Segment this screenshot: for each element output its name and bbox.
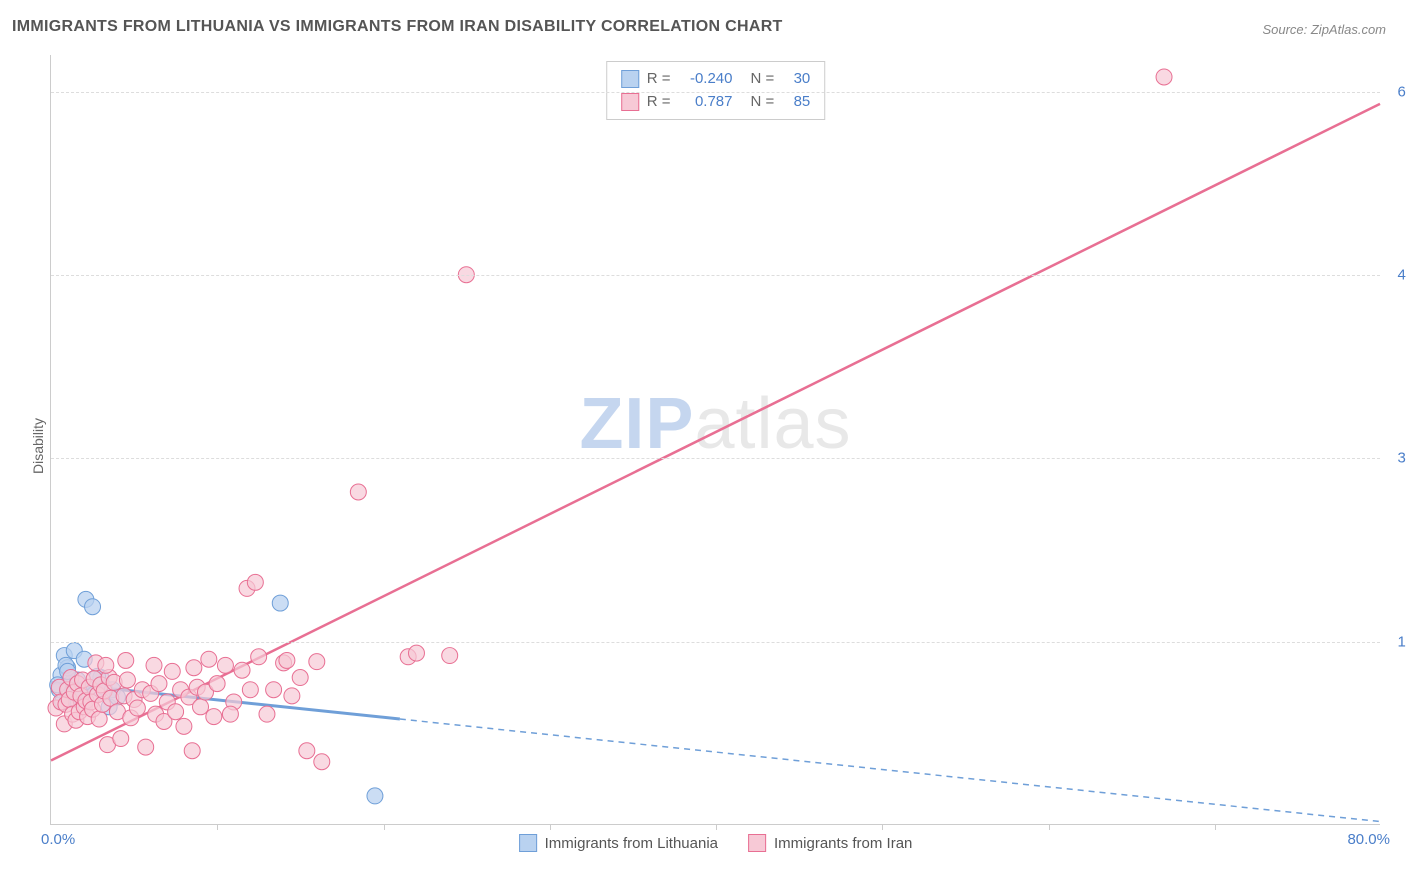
legend-stat-row: R = -0.240 N = 30 (621, 68, 811, 91)
legend-stat-row: R = 0.787 N = 85 (621, 91, 811, 114)
data-point (242, 682, 258, 698)
gridline (51, 275, 1380, 276)
xtick-mark (550, 824, 551, 830)
n-value: 85 (782, 91, 810, 114)
legend-swatch (621, 93, 639, 111)
ytick-label: 60.0% (1397, 83, 1406, 100)
chart-title: IMMIGRANTS FROM LITHUANIA VS IMMIGRANTS … (12, 18, 783, 36)
n-label: N = (751, 68, 775, 91)
data-point (118, 652, 134, 668)
data-point (442, 648, 458, 664)
xtick-start: 0.0% (41, 831, 75, 848)
source-attribution: Source: ZipAtlas.com (1262, 22, 1386, 37)
y-axis-label: Disability (30, 418, 46, 474)
legend-swatch (621, 70, 639, 88)
data-point (299, 743, 315, 759)
legend-swatch (748, 834, 766, 852)
n-value: 30 (782, 68, 810, 91)
data-point (292, 670, 308, 686)
data-point (222, 706, 238, 722)
gridline (51, 642, 1380, 643)
data-point (184, 743, 200, 759)
data-point (119, 672, 135, 688)
data-point (209, 676, 225, 692)
data-point (193, 699, 209, 715)
gridline (51, 458, 1380, 459)
data-point (314, 754, 330, 770)
legend-series: Immigrants from Lithuania Immigrants from… (519, 834, 913, 852)
r-value: -0.240 (679, 68, 733, 91)
ytick-label: 30.0% (1397, 450, 1406, 467)
trend-line (51, 104, 1380, 761)
chart-svg (51, 55, 1380, 824)
data-point (129, 700, 145, 716)
data-point (284, 688, 300, 704)
ytick-label: 45.0% (1397, 267, 1406, 284)
data-point (247, 574, 263, 590)
r-value: 0.787 (679, 91, 733, 114)
xtick-mark (716, 824, 717, 830)
data-point (138, 739, 154, 755)
legend-item: Immigrants from Iran (748, 834, 912, 852)
data-point (279, 652, 295, 668)
data-point (186, 660, 202, 676)
xtick-mark (1049, 824, 1050, 830)
gridline (51, 92, 1380, 93)
data-point (309, 654, 325, 670)
xtick-mark (217, 824, 218, 830)
data-point (266, 682, 282, 698)
xtick-mark (384, 824, 385, 830)
xtick-mark (882, 824, 883, 830)
data-point (350, 484, 366, 500)
legend-item: Immigrants from Lithuania (519, 834, 718, 852)
data-point (113, 731, 129, 747)
data-point (408, 645, 424, 661)
data-point (272, 595, 288, 611)
data-point (206, 709, 222, 725)
legend-label: Immigrants from Iran (774, 835, 912, 852)
data-point (234, 662, 250, 678)
data-point (1156, 69, 1172, 85)
data-point (176, 718, 192, 734)
ytick-label: 15.0% (1397, 633, 1406, 650)
data-point (217, 657, 233, 673)
plot-area: ZIPatlas R =-0.240N =30R =0.787N =85 0.0… (50, 55, 1380, 825)
legend-label: Immigrants from Lithuania (545, 835, 718, 852)
legend-swatch (519, 834, 537, 852)
data-point (367, 788, 383, 804)
data-point (201, 651, 217, 667)
data-point (98, 657, 114, 673)
data-point (259, 706, 275, 722)
xtick-end: 80.0% (1347, 831, 1390, 848)
r-label: R = (647, 68, 671, 91)
trend-line-dashed (400, 719, 1380, 822)
data-point (164, 663, 180, 679)
n-label: N = (751, 91, 775, 114)
data-point (251, 649, 267, 665)
data-point (151, 676, 167, 692)
data-point (146, 657, 162, 673)
data-point (85, 599, 101, 615)
r-label: R = (647, 91, 671, 114)
legend-stats: R = -0.240 N = 30 R = 0.787 N = 85 (606, 61, 826, 120)
data-point (168, 704, 184, 720)
data-point (91, 711, 107, 727)
xtick-mark (1215, 824, 1216, 830)
